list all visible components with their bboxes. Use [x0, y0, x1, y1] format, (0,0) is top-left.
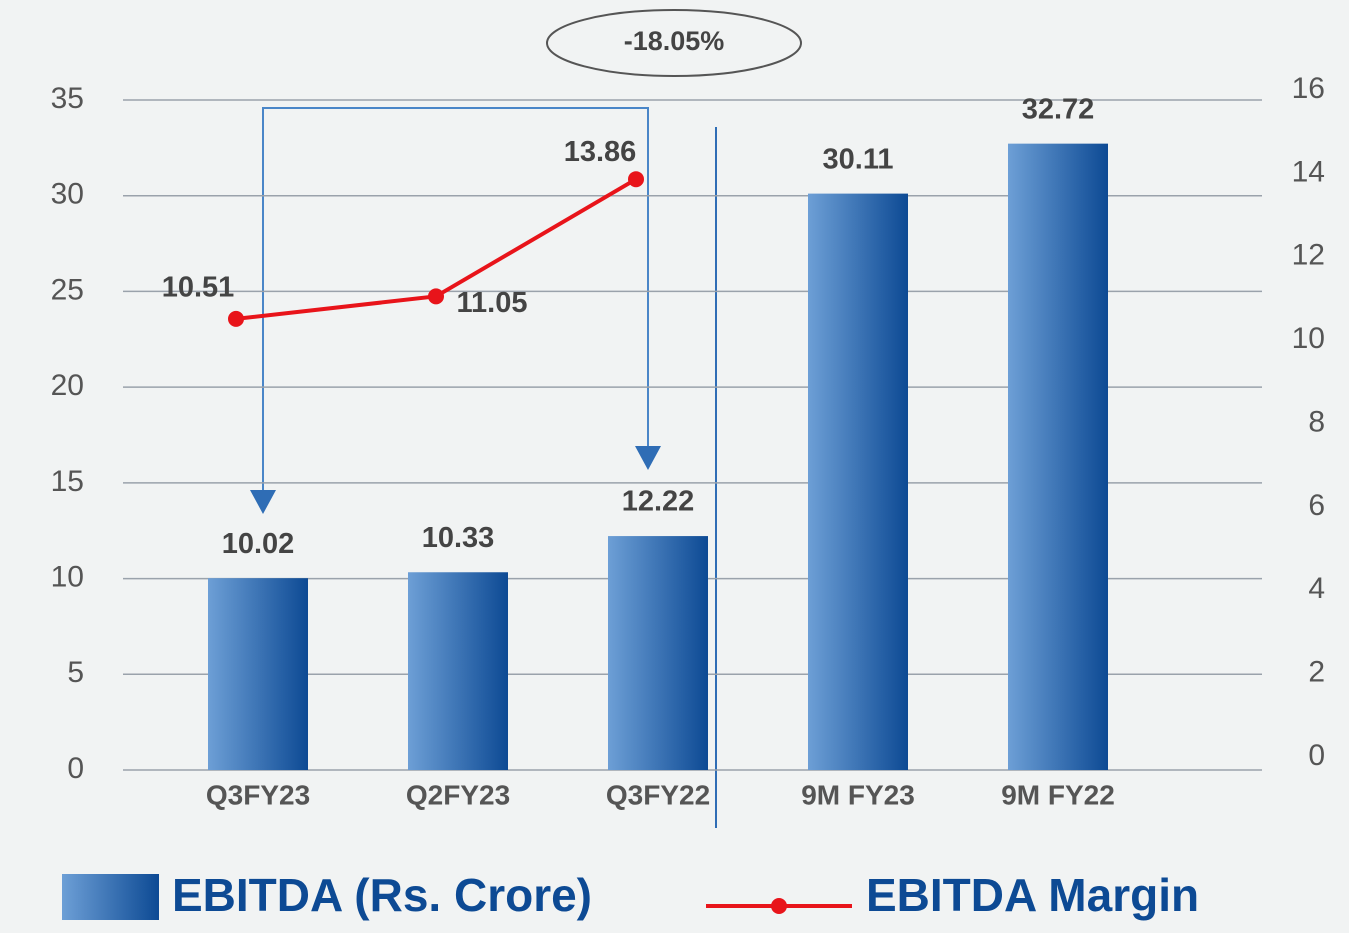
y-tick-label: 20 — [51, 369, 84, 402]
y2-tick-label: 4 — [1308, 572, 1325, 605]
annotation: -18.05% — [624, 26, 725, 56]
legend-label: EBITDA (Rs. Crore) — [172, 869, 592, 921]
y-tick-label: 5 — [67, 656, 84, 689]
y2-tick-label: 2 — [1308, 656, 1325, 689]
x-tick-label: Q3FY23 — [206, 779, 310, 810]
value-label: 12.22 — [622, 486, 695, 518]
y2-tick-label: 0 — [1308, 739, 1325, 772]
annotation-ellipse — [546, 9, 802, 77]
value-label: 10.02 — [222, 528, 295, 560]
line-marker — [428, 288, 444, 305]
y-tick-label: 15 — [51, 465, 84, 498]
x-tick-label: Q3FY22 — [606, 779, 710, 810]
y-tick-label: 10 — [51, 560, 84, 593]
y2-tick-label: 14 — [1292, 155, 1325, 188]
legend-marker — [771, 898, 787, 914]
y2-tick-label: 10 — [1292, 322, 1325, 355]
value-label: 10.51 — [162, 272, 235, 304]
y2-tick-label: 6 — [1308, 489, 1325, 522]
bar — [608, 536, 708, 770]
y2-tick-label: 12 — [1292, 239, 1325, 272]
line-marker — [628, 171, 644, 188]
value-label: 11.05 — [457, 287, 528, 319]
bar — [208, 578, 308, 770]
y-tick-label: 0 — [67, 752, 84, 785]
y-tick-label: 30 — [51, 178, 84, 211]
comparison-bracket — [262, 107, 649, 490]
value-label: 32.72 — [1022, 93, 1095, 125]
y2-tick-label: 16 — [1292, 72, 1325, 105]
y-tick-label: 35 — [51, 82, 84, 115]
x-tick-label: Q2FY23 — [406, 779, 510, 810]
bar — [808, 193, 908, 770]
value-label: 10.33 — [422, 522, 495, 554]
value-label: 30.11 — [823, 143, 894, 175]
x-tick-label: 9M FY23 — [801, 779, 915, 810]
value-label: 13.86 — [564, 136, 637, 168]
bar — [408, 572, 508, 770]
bar — [1008, 143, 1108, 770]
x-tick-label: 9M FY22 — [1001, 779, 1115, 810]
line-marker — [228, 310, 244, 327]
y2-tick-label: 8 — [1308, 405, 1325, 438]
legend-swatch — [62, 874, 159, 920]
y-tick-label: 25 — [51, 273, 84, 306]
legend-label: EBITDA Margin — [866, 869, 1199, 921]
arrow-heads — [250, 446, 661, 514]
